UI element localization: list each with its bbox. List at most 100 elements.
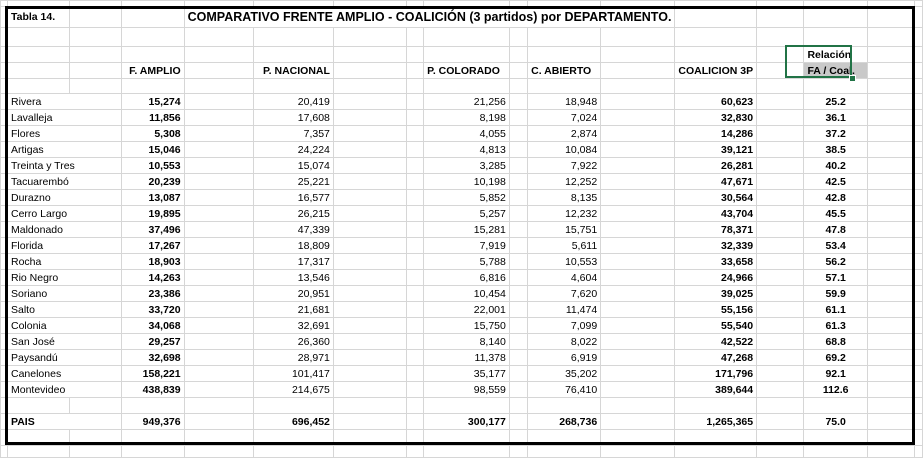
empty-cell[interactable] (183, 141, 255, 158)
empty-cell[interactable] (0, 445, 8, 458)
empty-cell[interactable] (600, 27, 676, 47)
empty-cell[interactable] (332, 46, 407, 63)
empty-cell[interactable] (183, 381, 255, 398)
empty-cell[interactable] (527, 397, 602, 414)
empty-cell[interactable] (674, 429, 758, 446)
empty-cell[interactable] (914, 349, 923, 366)
empty-cell[interactable] (405, 397, 425, 414)
empty-cell[interactable] (756, 173, 805, 190)
empty-cell[interactable] (756, 27, 805, 47)
empty-cell[interactable] (600, 125, 676, 142)
empty-cell[interactable] (332, 381, 407, 398)
empty-cell[interactable] (527, 27, 602, 47)
empty-cell[interactable] (183, 253, 255, 270)
p-nacional-value[interactable]: 17,608 (253, 109, 334, 126)
empty-cell[interactable] (405, 62, 425, 79)
empty-cell[interactable] (914, 141, 923, 158)
empty-cell[interactable] (866, 269, 916, 286)
relacion-value[interactable]: 59.9 (803, 285, 868, 302)
empty-cell[interactable] (508, 429, 529, 446)
empty-cell[interactable] (423, 46, 510, 63)
p-colorado-value[interactable]: 15,281 (423, 221, 510, 238)
empty-cell[interactable] (914, 333, 923, 350)
p-colorado-value[interactable]: 6,816 (423, 269, 510, 286)
department-name[interactable]: Durazno (6, 189, 123, 206)
empty-cell[interactable] (914, 413, 923, 430)
empty-cell[interactable] (405, 413, 425, 430)
empty-cell[interactable] (756, 429, 805, 446)
empty-cell[interactable] (405, 253, 425, 270)
empty-cell[interactable] (866, 349, 916, 366)
empty-cell[interactable] (183, 237, 255, 254)
empty-cell[interactable] (508, 27, 529, 47)
empty-cell[interactable] (0, 349, 8, 366)
p-colorado-value[interactable]: 4,813 (423, 141, 510, 158)
empty-cell[interactable] (756, 62, 805, 79)
p-colorado-value[interactable]: 21,256 (423, 93, 510, 110)
empty-cell[interactable] (0, 109, 8, 126)
relacion-value[interactable]: 42.5 (803, 173, 868, 190)
empty-cell[interactable] (121, 445, 185, 458)
empty-cell[interactable] (508, 141, 529, 158)
fill-handle[interactable] (849, 75, 856, 82)
empty-cell[interactable] (0, 141, 8, 158)
empty-cell[interactable] (600, 109, 676, 126)
relacion-value[interactable]: 56.2 (803, 253, 868, 270)
c-abierto-value[interactable]: 8,022 (527, 333, 602, 350)
empty-cell[interactable] (405, 349, 425, 366)
c-abierto-value[interactable]: 12,232 (527, 205, 602, 222)
empty-cell[interactable] (866, 157, 916, 174)
coalicion-value[interactable]: 39,121 (674, 141, 758, 158)
empty-cell[interactable] (7, 27, 70, 47)
empty-cell[interactable] (405, 445, 425, 458)
empty-cell[interactable] (866, 301, 916, 318)
empty-cell[interactable] (600, 93, 676, 110)
empty-cell[interactable] (508, 237, 529, 254)
coalicion-value[interactable]: 24,966 (674, 269, 758, 286)
empty-cell[interactable] (914, 109, 923, 126)
empty-cell[interactable] (183, 157, 255, 174)
f-amplio-value[interactable]: 15,274 (121, 93, 185, 110)
p-nacional-value[interactable]: 15,074 (253, 157, 334, 174)
empty-cell[interactable] (0, 157, 8, 174)
empty-cell[interactable] (508, 397, 529, 414)
empty-cell[interactable] (0, 397, 8, 414)
empty-cell[interactable] (183, 269, 255, 286)
empty-cell[interactable] (866, 397, 916, 414)
empty-cell[interactable] (756, 141, 805, 158)
empty-cell[interactable] (121, 397, 185, 414)
empty-cell[interactable] (600, 269, 676, 286)
department-name[interactable]: Paysandú (6, 349, 123, 366)
empty-cell[interactable] (332, 109, 407, 126)
p-nacional-value[interactable]: 24,224 (253, 141, 334, 158)
p-colorado-value[interactable]: 5,852 (423, 189, 510, 206)
empty-cell[interactable] (756, 78, 805, 94)
empty-cell[interactable] (253, 397, 334, 414)
c-abierto-value[interactable]: 7,099 (527, 317, 602, 334)
p-nacional-value[interactable]: 28,971 (253, 349, 334, 366)
empty-cell[interactable] (0, 253, 8, 270)
header-c-abierto[interactable]: C. ABIERTO (527, 62, 602, 79)
empty-cell[interactable] (803, 397, 868, 414)
empty-cell[interactable] (332, 429, 407, 446)
relacion-value[interactable]: 45.5 (803, 205, 868, 222)
empty-cell[interactable] (600, 173, 676, 190)
empty-cell[interactable] (332, 237, 407, 254)
empty-cell[interactable] (866, 125, 916, 142)
empty-cell[interactable] (0, 6, 8, 28)
empty-cell[interactable] (0, 429, 8, 446)
coalicion-value[interactable]: 171,796 (674, 365, 758, 382)
header-f-amplio[interactable]: F. AMPLIO (121, 62, 185, 79)
empty-cell[interactable] (332, 93, 407, 110)
empty-cell[interactable] (68, 6, 123, 28)
empty-cell[interactable] (600, 285, 676, 302)
table-title[interactable]: COMPARATIVO FRENTE AMPLIO - COALICIÓN (3… (183, 6, 676, 28)
empty-cell[interactable] (0, 205, 8, 222)
empty-cell[interactable] (332, 397, 407, 414)
empty-cell[interactable] (423, 397, 510, 414)
empty-cell[interactable] (527, 429, 602, 446)
c-abierto-value[interactable]: 10,084 (527, 141, 602, 158)
coalicion-value[interactable]: 42,522 (674, 333, 758, 350)
empty-cell[interactable] (183, 397, 255, 414)
p-colorado-value[interactable]: 3,285 (423, 157, 510, 174)
